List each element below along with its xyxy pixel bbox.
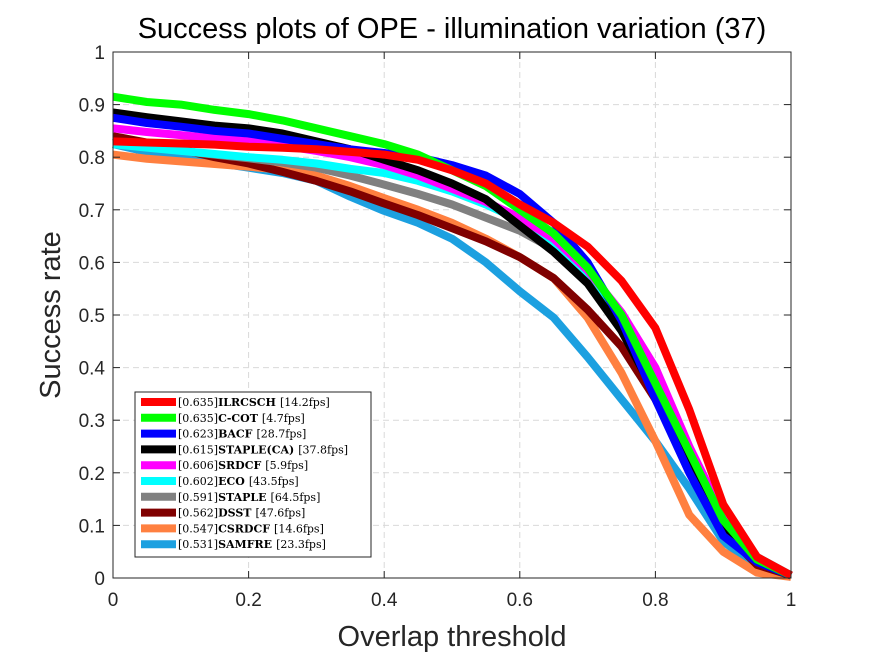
- legend-entry: [0.602]ECO [43.5fps]: [141, 475, 299, 488]
- y-tick-labels: 0 0.1 0.2 0.3 0.4 0.5 0.6 0.7 0.8 0.9 1: [79, 43, 106, 590]
- legend-tracker-name: STAPLE: [218, 491, 266, 504]
- legend-label: [0.602]ECO [43.5fps]: [178, 475, 299, 488]
- legend-label: [0.623]BACF [28.7fps]: [178, 428, 306, 441]
- y-tick-label: 0.4: [79, 359, 106, 380]
- legend-score: [0.635]: [178, 412, 218, 425]
- legend-score: [0.635]: [178, 396, 218, 409]
- legend-fps: [4.7fps]: [262, 412, 305, 425]
- legend-fps: [5.9fps]: [265, 459, 308, 472]
- legend-fps: [14.2fps]: [280, 396, 330, 409]
- legend-fps: [64.5fps]: [271, 491, 321, 504]
- legend-tracker-name: ILRCSCH: [218, 396, 276, 409]
- y-tick-label: 0: [94, 569, 105, 590]
- axis-ticks: [112, 51, 792, 579]
- y-tick-label: 0.8: [79, 148, 105, 169]
- series-line-bacf: [112, 113, 793, 580]
- x-tick-label: 1: [786, 590, 797, 611]
- x-tick-labels: 0 0.2 0.4 0.6 0.8 1: [108, 590, 797, 611]
- legend-entry: [0.591]STAPLE [64.5fps]: [141, 491, 320, 504]
- legend-label: [0.615]STAPLE(CA) [37.8fps]: [178, 443, 348, 456]
- x-tick-label: 0.4: [371, 590, 398, 611]
- legend-entry: [0.531]SAMFRE [23.3fps]: [141, 538, 326, 551]
- legend-fps: [23.3fps]: [276, 538, 326, 551]
- legend-entry: [0.547]CSRDCF [14.6fps]: [141, 522, 324, 535]
- legend-score: [0.602]: [178, 475, 218, 488]
- legend-score: [0.531]: [178, 538, 218, 551]
- x-tick-label: 0: [108, 590, 119, 611]
- legend-fps: [28.7fps]: [256, 428, 306, 441]
- legend-label: [0.635]C-COT [4.7fps]: [178, 412, 305, 425]
- legend-fps: [14.6fps]: [274, 522, 324, 535]
- legend-fps: [47.6fps]: [255, 507, 305, 520]
- legend-tracker-name: SRDCF: [218, 459, 261, 472]
- legend-tracker-name: BACF: [218, 428, 253, 441]
- x-axis-label: Overlap threshold: [338, 621, 567, 653]
- legend-tracker-name: STAPLE(CA): [218, 443, 294, 456]
- legend-tracker-name: SAMFRE: [218, 538, 272, 551]
- legend-entry: [0.606]SRDCF [5.9fps]: [141, 459, 308, 472]
- legend-label: [0.531]SAMFRE [23.3fps]: [178, 538, 326, 551]
- y-axis-label: Success rate: [35, 231, 67, 399]
- legend-label: [0.635]ILRCSCH [14.2fps]: [178, 396, 330, 409]
- legend-entry: [0.635]C-COT [4.7fps]: [141, 412, 305, 425]
- y-tick-label: 1: [94, 43, 105, 64]
- x-tick-label: 0.2: [235, 590, 261, 611]
- legend-tracker-name: CSRDCF: [218, 522, 270, 535]
- y-tick-label: 0.3: [79, 411, 105, 432]
- legend-tracker-name: DSST: [218, 507, 252, 520]
- y-tick-label: 0.7: [79, 201, 105, 222]
- legend-entry: [0.562]DSST [47.6fps]: [141, 507, 305, 520]
- x-tick-label: 0.8: [642, 590, 668, 611]
- legend-score: [0.623]: [178, 428, 218, 441]
- legend-tracker-name: ECO: [218, 475, 245, 488]
- legend-label: [0.562]DSST [47.6fps]: [178, 507, 305, 520]
- y-tick-label: 0.1: [79, 516, 105, 537]
- legend-entry: [0.615]STAPLE(CA) [37.8fps]: [141, 443, 348, 456]
- series-line-csrdcf: [112, 150, 792, 581]
- chart-title: Success plots of OPE - illumination vari…: [138, 13, 767, 45]
- legend-fps: [37.8fps]: [298, 443, 348, 456]
- legend-score: [0.615]: [178, 443, 218, 456]
- legend-label: [0.606]SRDCF [5.9fps]: [178, 459, 308, 472]
- legend-score: [0.547]: [178, 522, 218, 535]
- legend-label: [0.547]CSRDCF [14.6fps]: [178, 522, 324, 535]
- legend-entry: [0.635]ILRCSCH [14.2fps]: [141, 396, 330, 409]
- legend-score: [0.591]: [178, 491, 218, 504]
- y-tick-label: 0.2: [79, 464, 105, 485]
- legend-score: [0.562]: [178, 507, 218, 520]
- y-tick-label: 0.9: [79, 96, 105, 117]
- legend-label: [0.591]STAPLE [64.5fps]: [178, 491, 320, 504]
- series-lines: [112, 92, 793, 581]
- y-tick-label: 0.5: [79, 306, 105, 327]
- legend-tracker-name: C-COT: [218, 412, 259, 425]
- y-tick-label: 0.6: [79, 253, 105, 274]
- x-tick-label: 0.6: [507, 590, 533, 611]
- legend: [0.635]ILRCSCH [14.2fps] [0.635]C-COT [4.7f…: [134, 391, 372, 558]
- legend-fps: [43.5fps]: [249, 475, 299, 488]
- series-line-ilrcsch: [112, 137, 793, 579]
- legend-entry: [0.623]BACF [28.7fps]: [141, 428, 306, 441]
- legend-score: [0.606]: [178, 459, 218, 472]
